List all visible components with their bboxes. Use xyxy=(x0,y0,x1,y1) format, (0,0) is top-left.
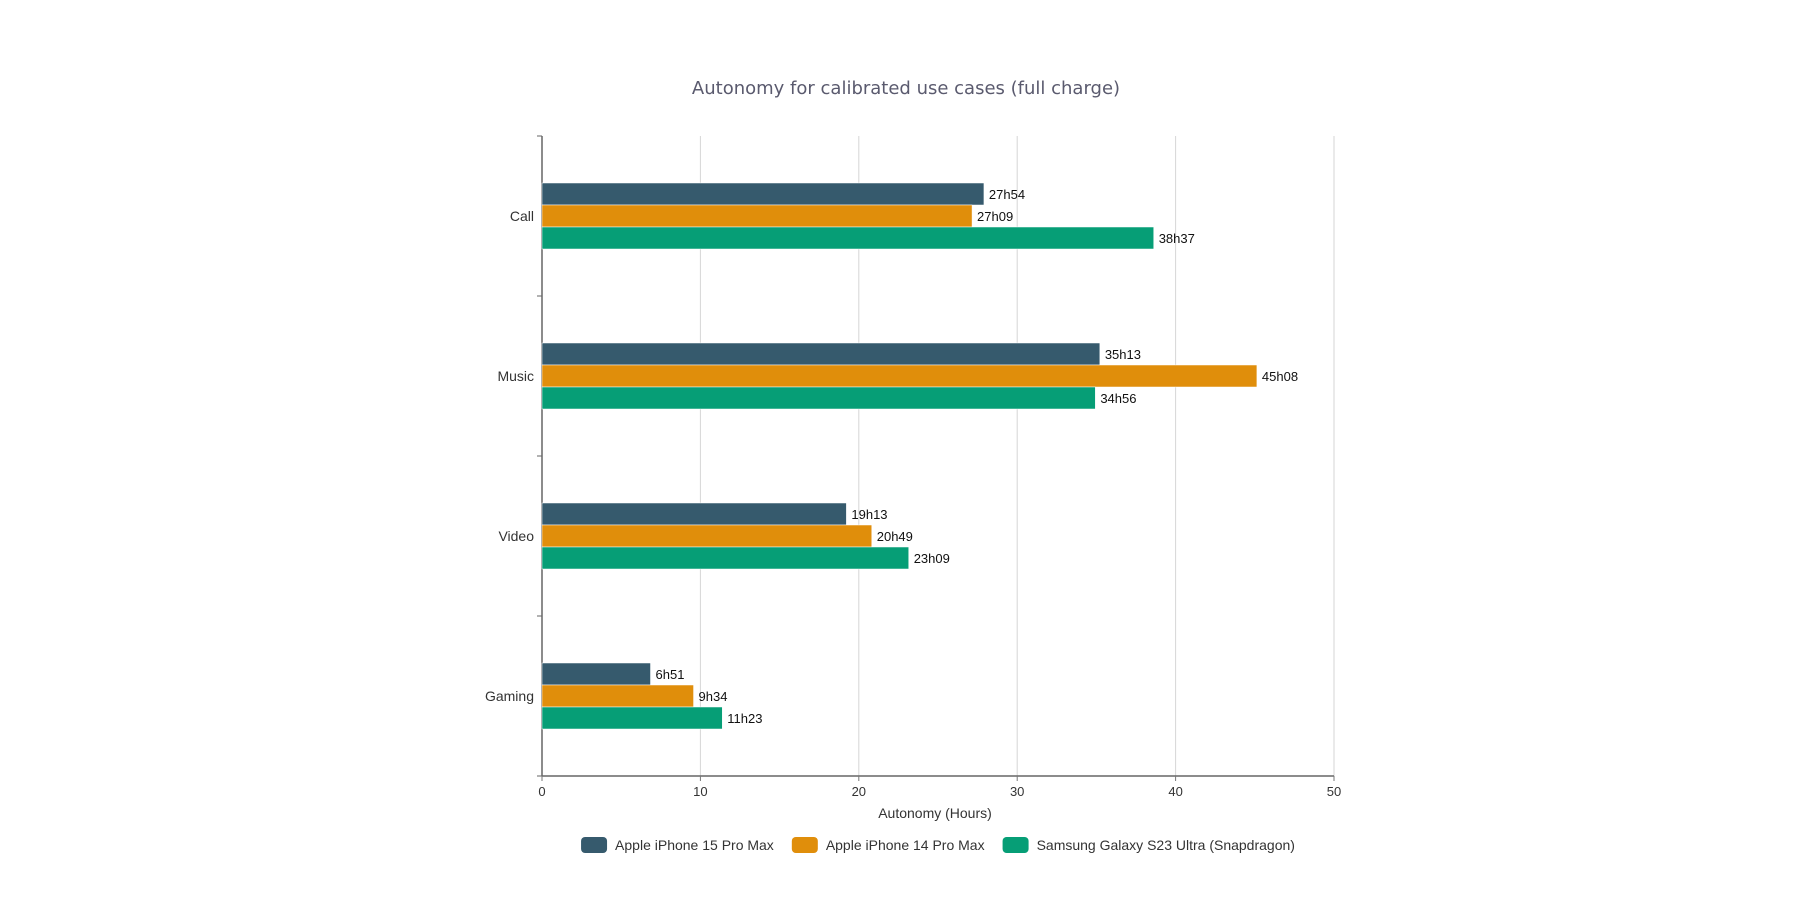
bar xyxy=(541,364,1258,388)
category-label: Gaming xyxy=(485,688,534,704)
x-tick-label: 30 xyxy=(1010,784,1024,799)
data-label: 11h23 xyxy=(727,711,762,726)
legend-label: Apple iPhone 14 Pro Max xyxy=(826,837,985,853)
x-tick-label: 10 xyxy=(693,784,707,799)
bar xyxy=(541,706,723,730)
y-axis-categories: Call Music Video Gaming xyxy=(485,208,534,704)
data-label: 19h13 xyxy=(851,507,887,522)
legend: Apple iPhone 15 Pro Max Apple iPhone 14 P… xyxy=(581,837,1295,853)
category-label: Video xyxy=(498,528,534,544)
data-label: 34h56 xyxy=(1100,391,1136,406)
x-tick-label: 50 xyxy=(1327,784,1341,799)
data-label: 27h09 xyxy=(977,209,1013,224)
x-axis-title: Autonomy (Hours) xyxy=(878,805,992,821)
bar xyxy=(541,524,872,548)
legend-label: Samsung Galaxy S23 Ultra (Snapdragon) xyxy=(1037,837,1295,853)
category-label: Music xyxy=(497,368,534,384)
x-tick-label: 40 xyxy=(1168,784,1182,799)
bars xyxy=(541,182,1258,730)
data-label: 23h09 xyxy=(914,551,950,566)
bar xyxy=(541,342,1101,366)
x-tick-label: 0 xyxy=(538,784,545,799)
bar xyxy=(541,226,1154,250)
x-axis-ticks: 0 10 20 30 40 50 xyxy=(538,776,1341,799)
bar xyxy=(541,546,909,570)
chart-title: Autonomy for calibrated use cases (full … xyxy=(692,78,1120,99)
data-label: 45h08 xyxy=(1262,369,1298,384)
data-label: 35h13 xyxy=(1105,347,1141,362)
bar xyxy=(541,502,847,526)
legend-swatch xyxy=(581,837,608,853)
data-label: 9h34 xyxy=(699,689,728,704)
bar xyxy=(541,662,651,686)
data-label: 20h49 xyxy=(877,529,913,544)
data-label: 27h54 xyxy=(989,187,1025,202)
bar xyxy=(541,204,973,228)
category-label: Call xyxy=(510,208,534,224)
bar xyxy=(541,684,694,708)
bar xyxy=(541,386,1096,410)
data-label: 38h37 xyxy=(1159,231,1195,246)
bar xyxy=(541,182,985,206)
data-label: 6h51 xyxy=(656,667,685,682)
legend-swatch xyxy=(1002,837,1029,853)
data-labels: 27h54 27h09 38h37 35h13 45h08 34h56 19h13 20h49… xyxy=(656,187,1299,726)
legend-swatch xyxy=(791,837,818,853)
x-tick-label: 20 xyxy=(852,784,866,799)
legend-label: Apple iPhone 15 Pro Max xyxy=(615,837,774,853)
